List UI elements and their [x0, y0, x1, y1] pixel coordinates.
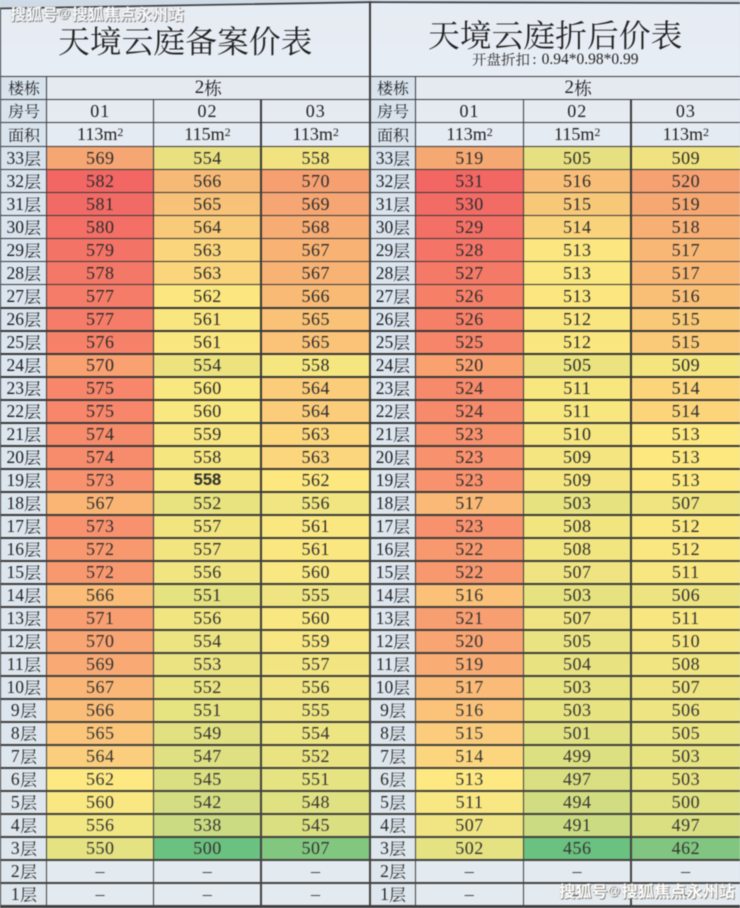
- svg-text:@: @: [59, 7, 71, 21]
- svg-text:@: @: [58, 6, 70, 20]
- svg-text:@: @: [608, 883, 621, 897]
- svg-text:@: @: [609, 884, 622, 898]
